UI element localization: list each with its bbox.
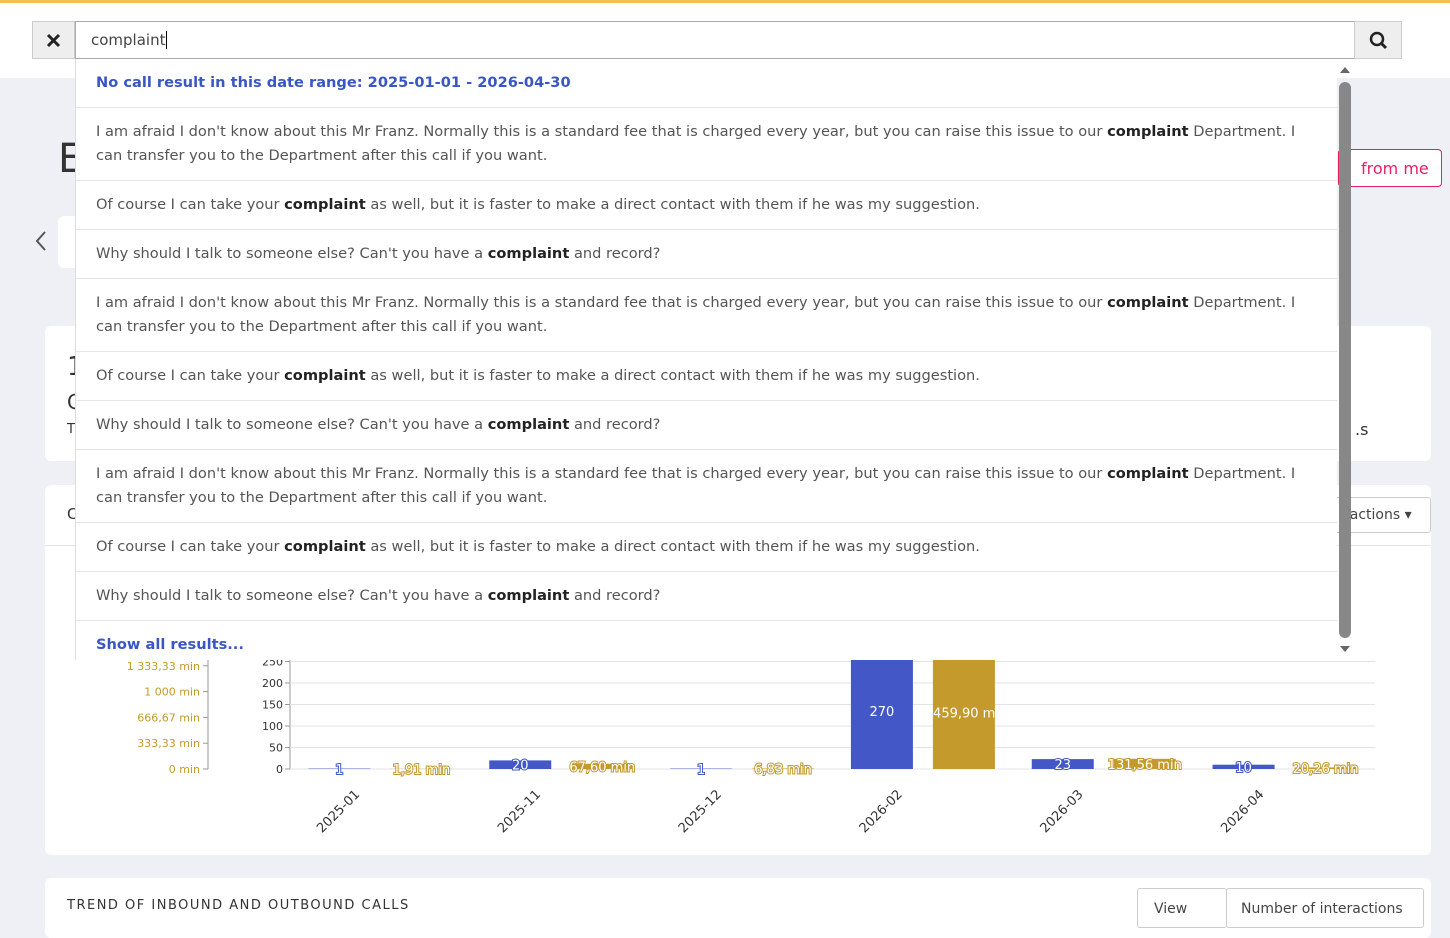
x-tick-label: 2025-12	[676, 787, 725, 836]
scrollbar[interactable]	[1337, 62, 1353, 658]
result-tag: Transcript	[1040, 367, 1121, 384]
y-tick-label: 0	[276, 763, 283, 776]
x-tick-label: 2026-03	[1038, 787, 1087, 836]
result-tag: Transcript	[746, 416, 827, 433]
y-tick-label: 200	[262, 677, 283, 690]
result-text: and record?	[569, 245, 660, 262]
page: complaint E from me 1 C T .s C ractions …	[0, 0, 1450, 910]
result-row[interactable]: I am afraid I don't know about this Mr F…	[76, 450, 1337, 523]
result-tag: Customer	[664, 245, 742, 262]
result-keyword: complaint	[488, 587, 570, 604]
result-text: as well, but it is faster to make a dire…	[366, 538, 980, 555]
result-keyword: complaint	[1107, 465, 1189, 482]
result-row[interactable]: Of course I can take your complaint as w…	[76, 523, 1337, 572]
result-text: Of course I can take your	[96, 367, 284, 384]
result-keyword: complaint	[1107, 123, 1189, 140]
result-tag: Transcript	[607, 489, 688, 506]
result-text: and record?	[569, 587, 660, 604]
result-tag: Customer	[664, 416, 742, 433]
result-text: Why should I talk to someone else? Can't…	[96, 587, 488, 604]
value-label: 1	[697, 763, 705, 778]
result-keyword: complaint	[488, 416, 570, 433]
result-row[interactable]: I am afraid I don't know about this Mr F…	[76, 279, 1337, 352]
value-label: 23	[1054, 758, 1071, 773]
y2-tick-label: 1 000 min	[144, 686, 200, 699]
result-tag: Transcript	[607, 318, 688, 335]
value-label: 6,83 min	[754, 763, 812, 778]
result-tag: Agent	[551, 147, 603, 164]
result-text: and record?	[569, 416, 660, 433]
result-tag: Transcript	[1040, 196, 1121, 213]
y-tick-label: 50	[269, 742, 283, 755]
notice-text: No call result in this date range: 2025-…	[96, 74, 571, 91]
result-tag: Agent	[984, 196, 1036, 213]
result-text: Why should I talk to someone else? Can't…	[96, 245, 488, 262]
result-tag: Transcript	[1040, 538, 1121, 555]
result-tag: Customer	[664, 587, 742, 604]
result-tag: Transcript	[607, 147, 688, 164]
result-row[interactable]: Why should I talk to someone else? Can't…	[76, 401, 1337, 450]
result-row[interactable]: I am afraid I don't know about this Mr F…	[76, 108, 1337, 181]
result-text: Of course I can take your	[96, 196, 284, 213]
result-row[interactable]: Why should I talk to someone else? Can't…	[76, 572, 1337, 621]
search-dropdown: No call result in this date range: 2025-…	[75, 59, 1337, 660]
result-row[interactable]: Of course I can take your complaint as w…	[76, 181, 1337, 230]
result-text: I am afraid I don't know about this Mr F…	[96, 123, 1107, 140]
x-tick-label: 2026-04	[1218, 787, 1267, 836]
result-tag: Transcript	[746, 245, 827, 262]
value-label: 270	[870, 705, 895, 720]
value-label: 131,56 min	[1108, 758, 1182, 773]
result-text: as well, but it is faster to make a dire…	[366, 367, 980, 384]
result-keyword: complaint	[284, 196, 366, 213]
show-all-row[interactable]: Show all results...	[76, 621, 1337, 660]
x-tick-label: 2025-01	[314, 787, 363, 836]
y-tick-label: 150	[262, 699, 283, 712]
value-label: 67,60 min	[569, 760, 635, 775]
result-keyword: complaint	[284, 367, 366, 384]
value-label: 20,26 min	[1293, 762, 1359, 777]
result-tag: Transcript	[746, 587, 827, 604]
result-text: I am afraid I don't know about this Mr F…	[96, 465, 1107, 482]
value-label: 1 459,90 min	[921, 707, 1008, 722]
x-tick-label: 2026-02	[857, 787, 906, 836]
result-row[interactable]: Why should I talk to someone else? Can't…	[76, 230, 1337, 279]
result-keyword: complaint	[488, 245, 570, 262]
x-tick-label: 2025-11	[495, 787, 544, 836]
show-all-link[interactable]: Show all results...	[96, 636, 244, 653]
result-text: as well, but it is faster to make a dire…	[366, 196, 980, 213]
result-keyword: complaint	[1107, 294, 1189, 311]
y2-tick-label: 666,67 min	[137, 711, 200, 724]
y2-tick-label: 1 333,33 min	[127, 660, 200, 673]
result-tag: Agent	[551, 318, 603, 335]
result-keyword: complaint	[284, 538, 366, 555]
y2-tick-label: 0 min	[169, 763, 200, 776]
result-row[interactable]: Of course I can take your complaint as w…	[76, 352, 1337, 401]
value-label: 20	[512, 759, 529, 774]
value-label: 10	[1235, 761, 1252, 776]
result-tag: Agent	[551, 489, 603, 506]
value-label: 1	[335, 763, 343, 778]
y-tick-label: 100	[262, 720, 283, 733]
result-text: Why should I talk to someone else? Can't…	[96, 416, 488, 433]
result-text: I am afraid I don't know about this Mr F…	[96, 294, 1107, 311]
result-tag: Agent	[984, 538, 1036, 555]
y2-tick-label: 333,33 min	[137, 737, 200, 750]
result-text: Of course I can take your	[96, 538, 284, 555]
value-label: 1,91 min	[393, 763, 451, 778]
notice-row: No call result in this date range: 2025-…	[76, 59, 1337, 108]
result-tag: Agent	[984, 367, 1036, 384]
